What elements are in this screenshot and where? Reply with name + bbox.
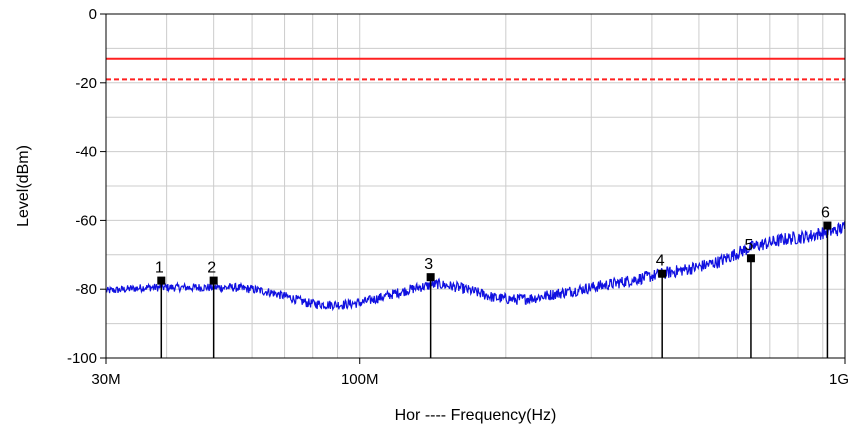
- marker-point: [209, 276, 218, 285]
- limit-lines: [106, 57, 845, 81]
- plot-area-border: [105, 13, 846, 359]
- marker-point: [746, 254, 755, 263]
- marker-label: 2: [207, 260, 216, 277]
- y-tick-label: -40: [75, 144, 97, 161]
- y-axis-ticks: 0 -20 -40 -60 -80 -100: [67, 6, 106, 367]
- marker-point: [823, 221, 832, 230]
- y-tick-label: -100: [67, 350, 97, 367]
- marker-layer: 1 2 3 4 5 6: [155, 205, 832, 358]
- y-tick-label: -20: [75, 75, 97, 92]
- x-tick-label: 1G: [829, 371, 849, 388]
- marker-point: [426, 273, 435, 282]
- marker-point: [157, 276, 166, 285]
- x-axis-title: Hor ---- Frequency(Hz): [395, 407, 557, 424]
- y-tick-label: -60: [75, 212, 97, 229]
- marker-label: 5: [744, 237, 753, 254]
- y-axis-title: Level(dBm): [15, 145, 32, 227]
- trace-layer: [105, 221, 846, 312]
- y-tick-label: 0: [89, 6, 97, 23]
- marker-label: 4: [656, 253, 665, 270]
- x-axis-ticks: 30M 100M 1G: [91, 358, 849, 388]
- grid-lines: [106, 14, 845, 358]
- marker-label: 1: [155, 260, 164, 277]
- x-tick-label: 30M: [91, 371, 120, 388]
- marker-label: 3: [424, 256, 433, 273]
- series-line: [105, 221, 846, 312]
- marker-point: [658, 269, 667, 278]
- x-tick-label: 100M: [341, 371, 379, 388]
- marker-label: 6: [821, 205, 830, 222]
- y-tick-label: -80: [75, 281, 97, 298]
